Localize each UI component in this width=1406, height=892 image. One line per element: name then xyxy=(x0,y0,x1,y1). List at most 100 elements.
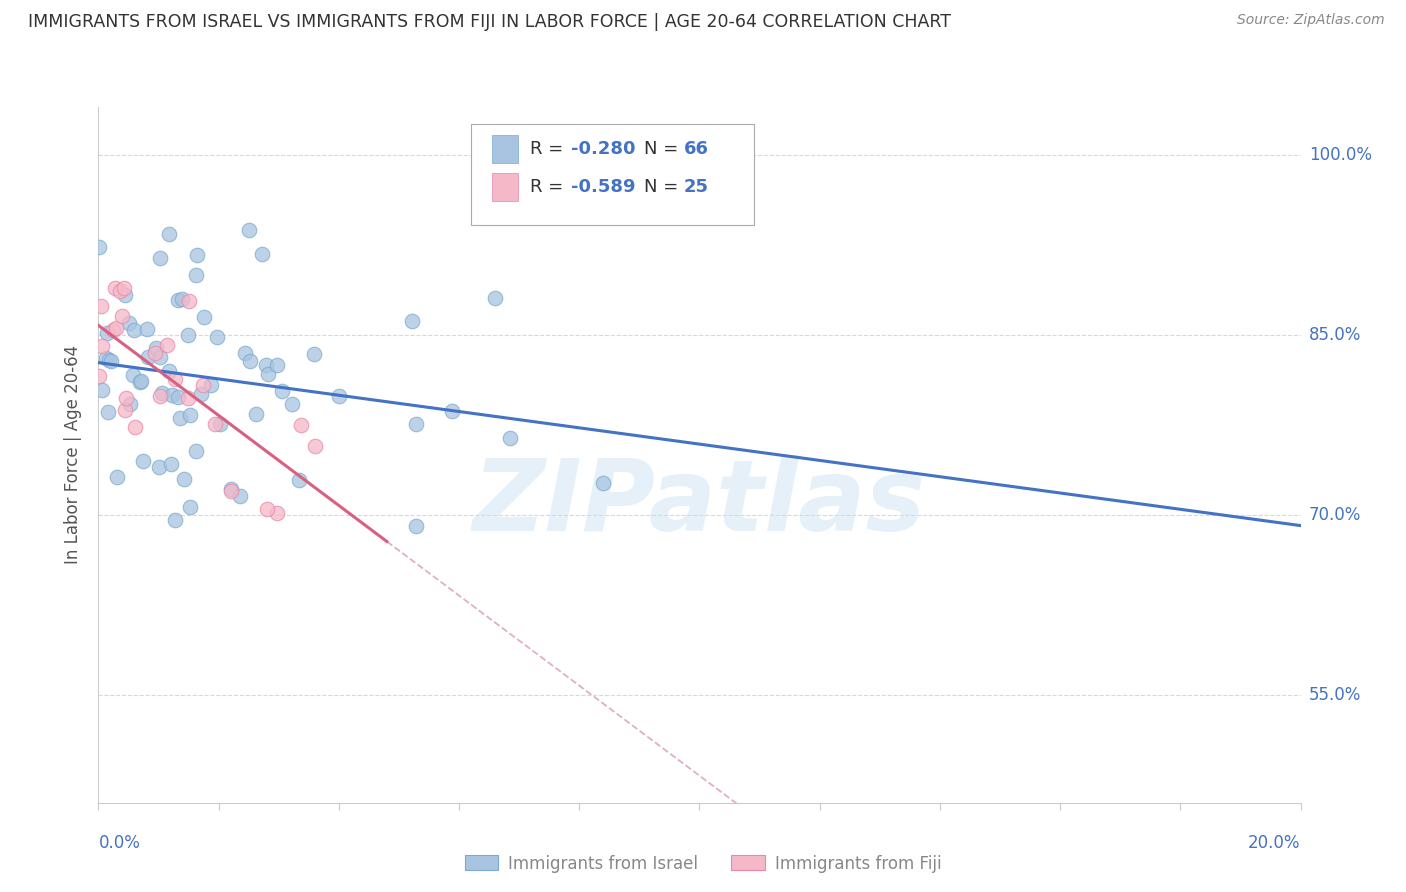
Text: 25: 25 xyxy=(683,178,709,196)
Text: N =: N = xyxy=(644,140,685,158)
Point xyxy=(173,472,195,486)
Point xyxy=(186,444,208,458)
Point xyxy=(129,374,152,388)
Point xyxy=(221,482,243,496)
Point xyxy=(90,299,112,313)
Point xyxy=(105,470,128,484)
Point xyxy=(167,390,190,404)
Text: N =: N = xyxy=(644,178,685,196)
Point xyxy=(266,506,288,520)
Point xyxy=(256,502,278,516)
Point xyxy=(108,284,131,298)
Point xyxy=(87,368,110,383)
Point xyxy=(254,358,277,372)
Point xyxy=(302,347,325,361)
Legend: Immigrants from Israel, Immigrants from Fiji: Immigrants from Israel, Immigrants from … xyxy=(458,848,948,880)
Point xyxy=(87,240,110,254)
Point xyxy=(405,417,427,432)
Point xyxy=(114,402,136,417)
Point xyxy=(157,364,180,378)
Point xyxy=(179,500,201,514)
Point xyxy=(128,375,150,389)
Point xyxy=(177,293,200,308)
Text: -0.280: -0.280 xyxy=(571,140,636,158)
Text: R =: R = xyxy=(530,140,569,158)
Point xyxy=(208,417,231,432)
Point xyxy=(150,385,173,400)
Text: 100.0%: 100.0% xyxy=(1309,146,1372,164)
Point xyxy=(90,383,112,397)
Point xyxy=(190,387,212,401)
Point xyxy=(441,404,464,418)
Point xyxy=(176,328,198,343)
Point xyxy=(229,489,252,503)
Text: R =: R = xyxy=(530,178,569,196)
Point xyxy=(167,293,190,307)
Point xyxy=(103,323,125,337)
FancyBboxPatch shape xyxy=(492,173,517,201)
Point xyxy=(179,408,201,422)
Point xyxy=(120,397,142,411)
Point xyxy=(186,248,208,262)
Point xyxy=(257,368,280,382)
Point xyxy=(124,420,146,434)
Point xyxy=(401,314,423,328)
Point xyxy=(145,341,167,355)
Y-axis label: In Labor Force | Age 20-64: In Labor Force | Age 20-64 xyxy=(65,345,83,565)
Text: 20.0%: 20.0% xyxy=(1249,834,1301,852)
Point xyxy=(96,326,118,341)
Point xyxy=(169,411,191,425)
Text: -0.589: -0.589 xyxy=(571,178,636,196)
Point xyxy=(290,418,312,433)
Point xyxy=(100,353,122,368)
Point xyxy=(149,251,172,265)
Point xyxy=(304,439,326,453)
Point xyxy=(484,291,506,305)
Point xyxy=(271,384,294,399)
Point xyxy=(592,476,614,491)
Point xyxy=(170,292,193,306)
Point xyxy=(177,391,200,405)
Point xyxy=(112,281,135,295)
Point xyxy=(281,397,304,411)
FancyBboxPatch shape xyxy=(492,135,517,162)
FancyBboxPatch shape xyxy=(471,124,754,226)
Point xyxy=(193,310,215,325)
Point xyxy=(163,513,186,527)
Point xyxy=(136,350,159,364)
Point xyxy=(499,431,522,445)
Point xyxy=(219,483,242,498)
Point xyxy=(97,405,120,419)
Text: 66: 66 xyxy=(683,140,709,158)
Text: Source: ZipAtlas.com: Source: ZipAtlas.com xyxy=(1237,13,1385,28)
Text: ZIPatlas: ZIPatlas xyxy=(472,455,927,552)
Point xyxy=(118,316,141,330)
Point xyxy=(136,321,159,335)
Point xyxy=(122,323,145,337)
Point xyxy=(405,519,427,533)
Point xyxy=(132,453,155,467)
Point xyxy=(157,227,180,242)
Point xyxy=(148,460,170,475)
Point xyxy=(160,388,183,402)
Point xyxy=(165,372,187,386)
Text: 55.0%: 55.0% xyxy=(1309,686,1361,704)
Point xyxy=(94,351,117,365)
Point xyxy=(250,247,273,261)
Point xyxy=(114,288,136,302)
Point xyxy=(122,368,145,382)
Point xyxy=(110,309,132,323)
Point xyxy=(191,377,214,392)
Point xyxy=(91,338,114,352)
Point xyxy=(149,389,172,403)
Point xyxy=(143,346,166,360)
Point xyxy=(287,473,309,487)
Point xyxy=(233,345,256,359)
Text: 0.0%: 0.0% xyxy=(98,834,141,852)
Point xyxy=(266,359,288,373)
Point xyxy=(186,268,208,283)
Point xyxy=(105,321,128,335)
Point xyxy=(156,338,179,352)
Point xyxy=(328,389,350,403)
Point xyxy=(200,378,222,392)
